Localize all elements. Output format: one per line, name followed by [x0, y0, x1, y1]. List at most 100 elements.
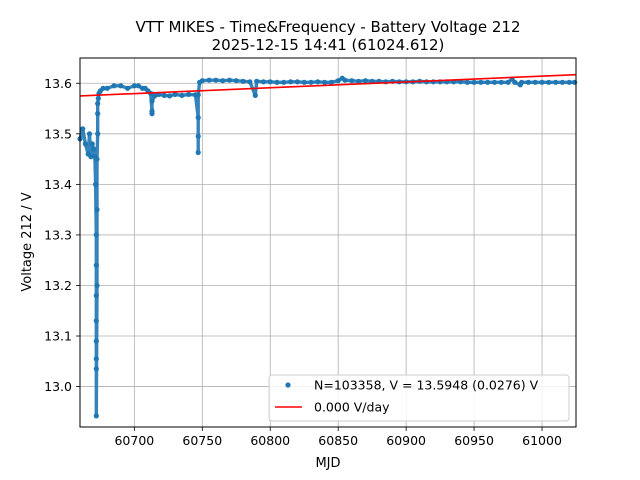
data-point: [95, 95, 101, 101]
data-point: [195, 115, 201, 121]
data-point: [315, 79, 321, 85]
y-tick-label: 13.5: [44, 126, 72, 141]
x-tick-label: 60700: [114, 433, 154, 448]
data-point: [539, 79, 545, 85]
data-point: [213, 77, 219, 83]
data-point: [485, 79, 491, 85]
y-tick-label: 13.0: [44, 379, 72, 394]
data-point: [322, 79, 328, 85]
data-point: [195, 133, 201, 139]
data-point: [186, 91, 192, 97]
data-point: [281, 79, 287, 85]
data-point: [498, 79, 504, 85]
data-point: [532, 79, 538, 85]
data-point: [152, 93, 158, 99]
data-point: [95, 131, 101, 137]
fit-line: [79, 73, 577, 97]
data-point: [195, 149, 201, 156]
data-point: [195, 92, 201, 98]
data-point: [308, 79, 314, 85]
data-point: [288, 79, 294, 85]
data-point: [519, 79, 525, 85]
data-point: [206, 77, 212, 83]
y-tick-label: 13.6: [44, 76, 72, 91]
data-point: [172, 91, 178, 97]
chart-subtitle: 2025-12-15 14:41 (61024.612): [212, 36, 445, 54]
data-point: [80, 126, 86, 132]
data-point: [93, 318, 99, 324]
y-axis-ticks: 13.0 13.1 13.2 13.3 13.4 13.5 13.6: [44, 76, 80, 394]
data-point: [559, 79, 566, 85]
data-point: [95, 100, 101, 107]
x-tick-label: 60850: [318, 433, 358, 448]
x-axis-label: MJD: [315, 456, 340, 471]
data-point: [118, 83, 124, 89]
data-point: [93, 338, 99, 344]
data-point: [362, 78, 368, 84]
data-point: [335, 78, 341, 84]
data-point: [301, 79, 307, 85]
data-point: [512, 79, 518, 85]
data-point: [179, 92, 185, 98]
x-tick-label: 61000: [522, 433, 562, 448]
legend-box: [268, 374, 570, 422]
data-point: [94, 282, 100, 289]
data-point: [82, 141, 88, 147]
data-point: [100, 85, 106, 91]
y-tick-label: 13.2: [44, 278, 72, 293]
data-point: [135, 83, 141, 89]
data-point: [199, 78, 205, 84]
data-point: [233, 78, 239, 84]
data-point: [149, 98, 155, 104]
data-point: [93, 413, 99, 419]
x-tick-label: 60800: [250, 433, 290, 448]
data-point: [328, 79, 334, 85]
data-point: [254, 78, 260, 84]
data-point: [525, 79, 532, 85]
data-point: [93, 262, 99, 268]
data-point: [505, 79, 511, 85]
data-point: [89, 141, 95, 147]
y-tick-label: 13.1: [44, 329, 72, 344]
data-point: [240, 78, 246, 84]
x-tick-label: 60900: [386, 433, 426, 448]
data-point: [220, 78, 226, 84]
data-point: [478, 79, 484, 85]
data-point: [131, 83, 137, 89]
data-point: [546, 79, 552, 85]
plot-frame: [79, 57, 577, 428]
data-point: [356, 78, 362, 84]
legend-label-points: N=103358, V = 13.5948 (0.0276) V: [314, 378, 539, 393]
y-tick-label: 13.4: [44, 177, 72, 192]
data-point: [111, 83, 117, 89]
y-axis-label: Voltage 212 / V: [20, 192, 35, 291]
data-point: [464, 79, 470, 85]
data-point: [491, 79, 498, 85]
data-point: [95, 111, 101, 117]
fit-layer: [79, 73, 577, 97]
data-point: [86, 131, 93, 137]
data-point: [274, 79, 280, 85]
data-point: [94, 156, 100, 162]
data-point: [471, 79, 477, 85]
legend: N=103358, V = 13.5948 (0.0276) V 0.000 V…: [268, 374, 570, 422]
series-layer: [77, 75, 578, 419]
data-point: [553, 79, 559, 85]
legend-label-line: 0.000 V/day: [314, 400, 390, 415]
y-tick-label: 13.3: [44, 227, 72, 242]
data-point: [566, 79, 572, 85]
legend-marker-points: [285, 382, 291, 388]
data-point: [294, 79, 300, 85]
data-point: [457, 79, 464, 85]
data-point: [104, 85, 110, 91]
data-point: [161, 92, 167, 98]
data-point: [247, 79, 253, 85]
data-point: [252, 92, 258, 98]
data-point: [226, 77, 233, 83]
x-tick-label: 60950: [454, 433, 494, 448]
data-point: [167, 93, 173, 99]
x-axis-ticks: 60700 60750 60800 60850 60900 60950 61000: [114, 427, 562, 448]
data-point: [93, 366, 99, 372]
